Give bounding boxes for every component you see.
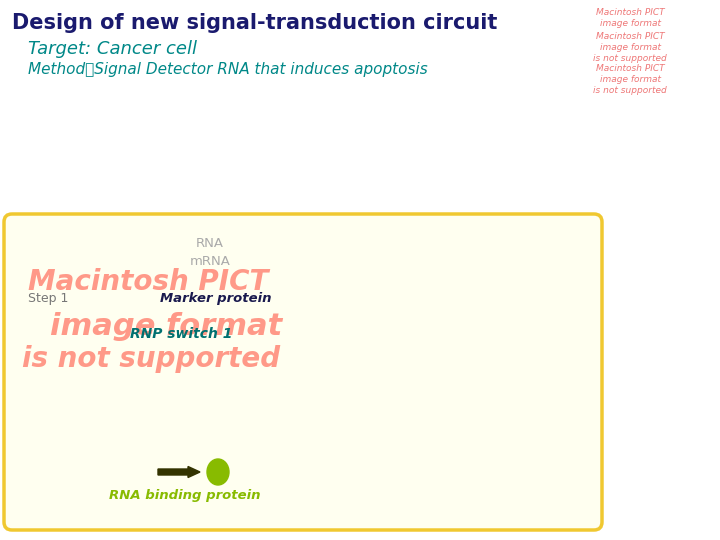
Text: RNP switch 1: RNP switch 1: [130, 327, 233, 341]
Text: Marker protein: Marker protein: [160, 292, 271, 305]
Text: Macintosh PICT
image format
is not supported: Macintosh PICT image format is not suppo…: [593, 64, 667, 95]
Text: RNA: RNA: [196, 237, 224, 250]
Text: image format: image format: [50, 312, 282, 341]
FancyBboxPatch shape: [4, 214, 602, 530]
Text: Macintosh PICT: Macintosh PICT: [28, 268, 269, 296]
Text: RNA binding protein: RNA binding protein: [109, 489, 261, 502]
Text: Method：Signal Detector RNA that induces apoptosis: Method：Signal Detector RNA that induces …: [28, 62, 428, 77]
Text: Target: Cancer cell: Target: Cancer cell: [28, 40, 197, 58]
Text: is not supported: is not supported: [22, 345, 280, 373]
Text: Design of new signal-transduction circuit: Design of new signal-transduction circui…: [12, 13, 498, 33]
Text: Step 1: Step 1: [28, 292, 68, 305]
Text: mRNA: mRNA: [189, 255, 230, 268]
Text: Macintosh PICT
image format: Macintosh PICT image format: [595, 8, 665, 28]
FancyArrow shape: [158, 467, 200, 477]
Text: Macintosh PICT
image format
is not supported: Macintosh PICT image format is not suppo…: [593, 32, 667, 63]
Ellipse shape: [207, 459, 229, 485]
